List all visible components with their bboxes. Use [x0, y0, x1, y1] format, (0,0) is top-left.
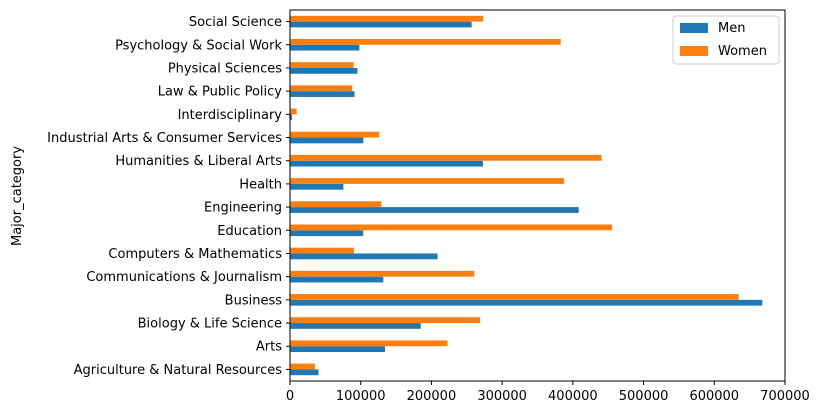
bar-women-agriculture-natural-resources — [290, 363, 315, 370]
bar-men-industrial-arts-consumer-services — [290, 137, 364, 144]
y-tick-label-industrial-arts-consumer-services: Industrial Arts & Consumer Services — [47, 131, 282, 146]
bar-women-education — [290, 224, 613, 231]
bar-men-physical-sciences — [290, 67, 358, 74]
bar-women-business — [290, 294, 739, 300]
bar-women-interdisciplinary — [290, 108, 297, 115]
bar-men-interdisciplinary — [290, 114, 292, 121]
bar-women-psychology-social-work — [290, 38, 561, 45]
legend: Men Women — [672, 15, 780, 65]
bar-men-engineering — [290, 207, 579, 213]
bar-men-social-science — [290, 21, 472, 28]
bar-women-humanities-liberal-arts — [290, 154, 602, 161]
bar-women-health — [290, 178, 565, 184]
y-tick-label-agriculture-natural-resources: Agriculture & Natural Resources — [74, 363, 283, 378]
y-axis: Agriculture & Natural Resources Arts Biolo… — [47, 15, 290, 378]
bar-women-industrial-arts-consumer-services — [290, 131, 380, 138]
bar-women-computers-mathematics — [290, 247, 354, 254]
y-tick-label-social-science: Social Science — [189, 15, 282, 30]
bar-men-law-public-policy — [290, 91, 355, 97]
x-tick-label: 500000 — [619, 389, 669, 404]
y-tick-label-biology-life-science: Biology & Life Science — [138, 317, 282, 332]
x-axis: 0 100000 200000 300000 400000 500000 600000 700… — [286, 381, 810, 404]
bar-men-psychology-social-work — [290, 44, 360, 51]
y-tick-label-health: Health — [239, 177, 282, 192]
bar-men-health — [290, 183, 344, 190]
plot-frame — [289, 9, 786, 382]
bar-men-agriculture-natural-resources — [290, 369, 319, 376]
legend-label-men: Men — [718, 21, 745, 36]
x-tick-label: 300000 — [477, 389, 527, 404]
bar-women-law-public-policy — [290, 85, 353, 92]
bar-men-arts — [290, 346, 386, 353]
x-tick-label: 700000 — [760, 389, 810, 404]
legend-swatch-men — [680, 23, 708, 33]
y-tick-label-arts: Arts — [256, 340, 282, 355]
bar-women-arts — [290, 340, 448, 347]
y-tick-label-law-public-policy: Law & Public Policy — [158, 85, 283, 100]
x-tick-label: 100000 — [336, 389, 386, 404]
bar-women-biology-life-science — [290, 317, 481, 324]
y-tick-label-computers-mathematics: Computers & Mathematics — [108, 247, 282, 262]
bar-women-engineering — [290, 201, 382, 208]
bar-women-communications-journalism — [290, 270, 475, 277]
x-tick-label: 400000 — [548, 389, 598, 404]
bars-layer — [290, 15, 763, 376]
y-tick-label-humanities-liberal-arts: Humanities & Liberal Arts — [115, 154, 282, 169]
y-tick-label-business: Business — [225, 293, 283, 308]
legend-label-women: Women — [718, 44, 767, 59]
x-tick-label: 0 — [286, 389, 294, 404]
y-tick-label-psychology-social-work: Psychology & Social Work — [115, 38, 282, 53]
x-tick-label: 600000 — [689, 389, 739, 404]
bar-women-physical-sciences — [290, 62, 354, 68]
y-tick-label-education: Education — [217, 224, 282, 239]
x-tick-label: 200000 — [407, 389, 457, 404]
y-tick-label-interdisciplinary: Interdisciplinary — [178, 108, 283, 123]
bar-women-social-science — [290, 15, 484, 22]
bar-men-communications-journalism — [290, 276, 384, 283]
bar-men-humanities-liberal-arts — [290, 160, 483, 167]
y-tick-label-engineering: Engineering — [204, 201, 282, 216]
y-tick-label-physical-sciences: Physical Sciences — [168, 61, 282, 76]
legend-swatch-women — [680, 46, 708, 56]
bar-men-business — [290, 299, 763, 306]
bar-men-education — [290, 230, 364, 237]
y-tick-label-communications-journalism: Communications & Journalism — [86, 270, 282, 285]
bar-men-biology-life-science — [290, 323, 421, 329]
y-axis-label: Major_category — [10, 146, 25, 246]
bar-men-computers-mathematics — [290, 253, 438, 260]
